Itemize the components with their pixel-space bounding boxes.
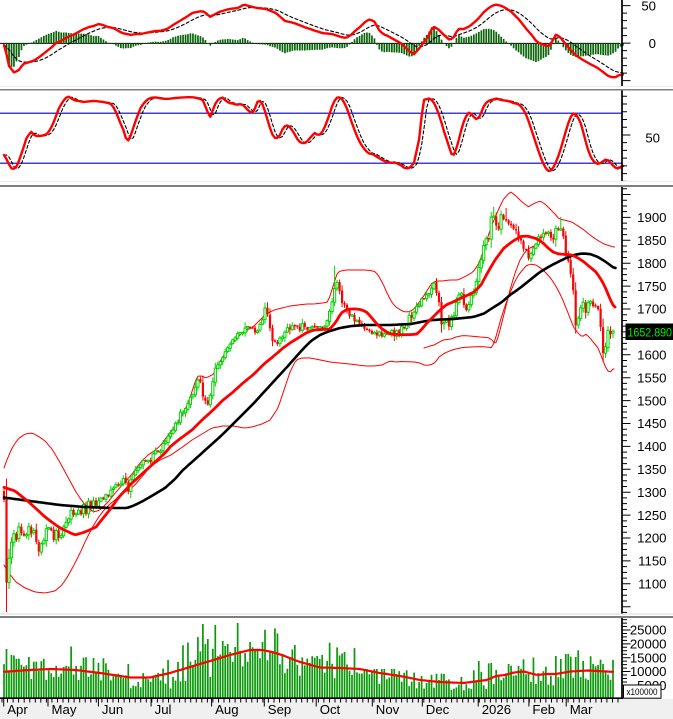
svg-text:20000: 20000 (630, 637, 667, 652)
svg-text:Apr: Apr (7, 702, 28, 717)
svg-text:1250: 1250 (637, 508, 666, 523)
svg-text:1450: 1450 (637, 416, 666, 431)
svg-text:25000: 25000 (630, 623, 667, 638)
svg-text:1200: 1200 (637, 531, 666, 546)
svg-text:1700: 1700 (637, 302, 666, 317)
svg-text:1750: 1750 (637, 279, 666, 294)
svg-text:1400: 1400 (637, 439, 666, 454)
svg-text:50: 50 (645, 131, 660, 146)
svg-text:1300: 1300 (637, 485, 666, 500)
svg-text:May: May (52, 702, 77, 717)
svg-text:Dec: Dec (426, 702, 450, 717)
svg-text:Oct: Oct (320, 702, 341, 717)
svg-text:Mar: Mar (570, 702, 593, 717)
svg-text:Jun: Jun (102, 702, 123, 717)
svg-text:1600: 1600 (637, 348, 666, 363)
svg-text:1150: 1150 (638, 554, 666, 569)
svg-text:1500: 1500 (637, 393, 666, 408)
svg-text:1850: 1850 (637, 233, 666, 248)
svg-text:1350: 1350 (637, 462, 666, 477)
svg-text:1800: 1800 (637, 256, 666, 271)
svg-text:10000: 10000 (630, 664, 667, 679)
svg-text:50: 50 (641, 0, 656, 14)
svg-text:15000: 15000 (630, 650, 667, 665)
svg-text:1100: 1100 (638, 577, 666, 592)
svg-text:Nov: Nov (376, 702, 400, 717)
svg-text:x100000: x100000 (627, 687, 658, 697)
svg-text:Aug: Aug (215, 702, 238, 717)
svg-text:Jul: Jul (155, 702, 172, 717)
svg-text:Sep: Sep (268, 702, 291, 717)
svg-text:1652.890: 1652.890 (628, 325, 673, 339)
svg-text:2026: 2026 (482, 702, 511, 717)
svg-text:1550: 1550 (637, 370, 666, 385)
svg-text:Feb: Feb (532, 702, 555, 717)
svg-text:1900: 1900 (637, 210, 666, 225)
svg-text:0: 0 (649, 36, 656, 51)
